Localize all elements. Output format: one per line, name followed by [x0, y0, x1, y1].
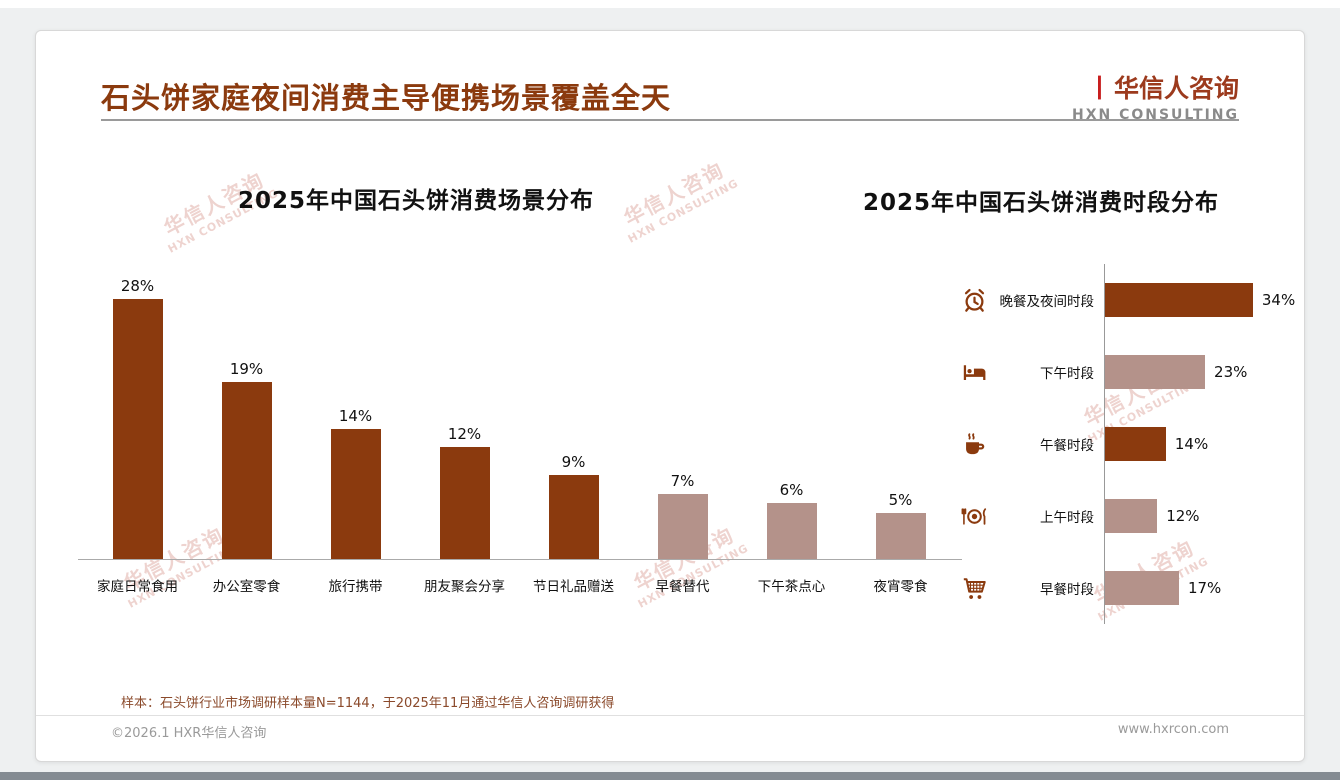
bar: [657, 493, 708, 559]
scenario-bar-chart: 28% 19% 14% 12% 9% 7%: [78, 268, 962, 595]
time-row: 上午时段 12%: [956, 480, 1304, 552]
time-row: 午餐时段 14%: [956, 408, 1304, 480]
bar: [439, 447, 490, 559]
bed-icon: [956, 359, 992, 386]
bar-value-label: 23%: [1214, 363, 1248, 381]
bar: [875, 512, 926, 559]
category-label: 节日礼品赠送: [533, 579, 614, 595]
bar-value-label: 6%: [779, 481, 804, 500]
bar-track: 12%: [1104, 480, 1304, 552]
plate-cutlery-icon: [956, 503, 992, 530]
bottom-strip: [0, 772, 1340, 780]
bar-column: 19%: [192, 360, 301, 559]
logo-mark-icon: 丨: [1086, 74, 1112, 103]
bar: [548, 475, 599, 559]
bar: [330, 428, 381, 559]
logo-text-cn: 华信人咨询: [1113, 74, 1239, 103]
bar-column: 14%: [301, 407, 410, 559]
bar: [1105, 427, 1166, 461]
page-title: 石头饼家庭夜间消费主导便携场景覆盖全天: [101, 81, 672, 115]
bar-value-label: 28%: [120, 276, 155, 295]
bar-value-label: 14%: [338, 406, 373, 425]
bar-value-label: 7%: [670, 471, 695, 490]
bar-value-label: 9%: [561, 453, 586, 472]
footer-copyright: ©2026.1 HXR华信人咨询: [111, 726, 267, 741]
bar-value-label: 14%: [1174, 435, 1209, 453]
bar: [1105, 283, 1253, 317]
bar-column: 9%: [519, 453, 628, 559]
company-logo: 丨华信人咨询 HXN CONSULTING: [1072, 69, 1239, 123]
right-chart-title: 2025年中国石头饼消费时段分布: [862, 190, 1219, 216]
bar-track: 17%: [1104, 552, 1304, 624]
bar: [766, 503, 817, 559]
top-strip: [0, 0, 1340, 8]
bar-column: 7%: [628, 472, 737, 559]
bar-track: 34%: [1104, 264, 1304, 336]
bar-value-label: 12%: [1166, 507, 1200, 525]
time-row: 早餐时段 17%: [956, 552, 1304, 624]
bar-value-label: 5%: [888, 490, 913, 509]
time-label: 早餐时段: [1040, 582, 1094, 598]
category-label: 朋友聚会分享: [424, 579, 505, 595]
bar-column: 6%: [737, 481, 846, 559]
sample-note: 样本：石头饼行业市场调研样本量N=1144，于2025年11月通过华信人咨询调研…: [121, 696, 615, 711]
slide-card: 石头饼家庭夜间消费主导便携场景覆盖全天 丨华信人咨询 HXN CONSULTIN…: [35, 30, 1305, 762]
category-label: 家庭日常食用: [97, 579, 178, 595]
title-divider: [101, 119, 1239, 121]
bar: [1105, 571, 1179, 605]
bars-area: 28% 19% 14% 12% 9% 7%: [78, 268, 962, 560]
bar: [221, 382, 272, 559]
bar: [112, 298, 163, 559]
category-label: 下午茶点心: [757, 579, 826, 595]
footer-url: www.hxrcon.com: [1117, 722, 1229, 737]
bar-value-label: 12%: [447, 425, 482, 444]
time-label: 晚餐及夜间时段: [999, 294, 1095, 310]
bar-column: 28%: [83, 277, 192, 559]
cart-icon: [956, 575, 992, 602]
bar-track: 23%: [1104, 336, 1304, 408]
alarm-clock-icon: [956, 287, 992, 314]
category-label: 夜宵零食: [873, 579, 928, 595]
bar-value-label: 17%: [1187, 579, 1222, 597]
category-label: 办公室零食: [212, 579, 281, 595]
time-row: 晚餐及夜间时段 34%: [956, 264, 1304, 336]
bar-value-label: 19%: [229, 360, 264, 379]
category-label: 早餐替代: [655, 579, 710, 595]
left-chart-title: 2025年中国石头饼消费场景分布: [237, 188, 594, 214]
bar-track: 14%: [1104, 408, 1304, 480]
category-axis: 家庭日常食用 办公室零食 旅行携带 朋友聚会分享 节日礼品赠送 早餐替代 下午茶…: [78, 560, 962, 595]
coffee-icon: [956, 431, 992, 458]
time-label: 下午时段: [1040, 366, 1094, 382]
time-row: 下午时段 23%: [956, 336, 1304, 408]
time-period-bar-chart: 晚餐及夜间时段 34% 下午时段 23%: [956, 264, 1304, 624]
bar-column: 12%: [410, 425, 519, 559]
footer-divider: [36, 715, 1304, 716]
bar-value-label: 34%: [1261, 291, 1296, 309]
time-label: 上午时段: [1040, 510, 1094, 526]
bar: [1105, 499, 1158, 533]
time-label: 午餐时段: [1040, 438, 1094, 454]
category-label: 旅行携带: [328, 579, 383, 595]
bar: [1105, 355, 1206, 389]
bar-column: 5%: [846, 490, 955, 559]
